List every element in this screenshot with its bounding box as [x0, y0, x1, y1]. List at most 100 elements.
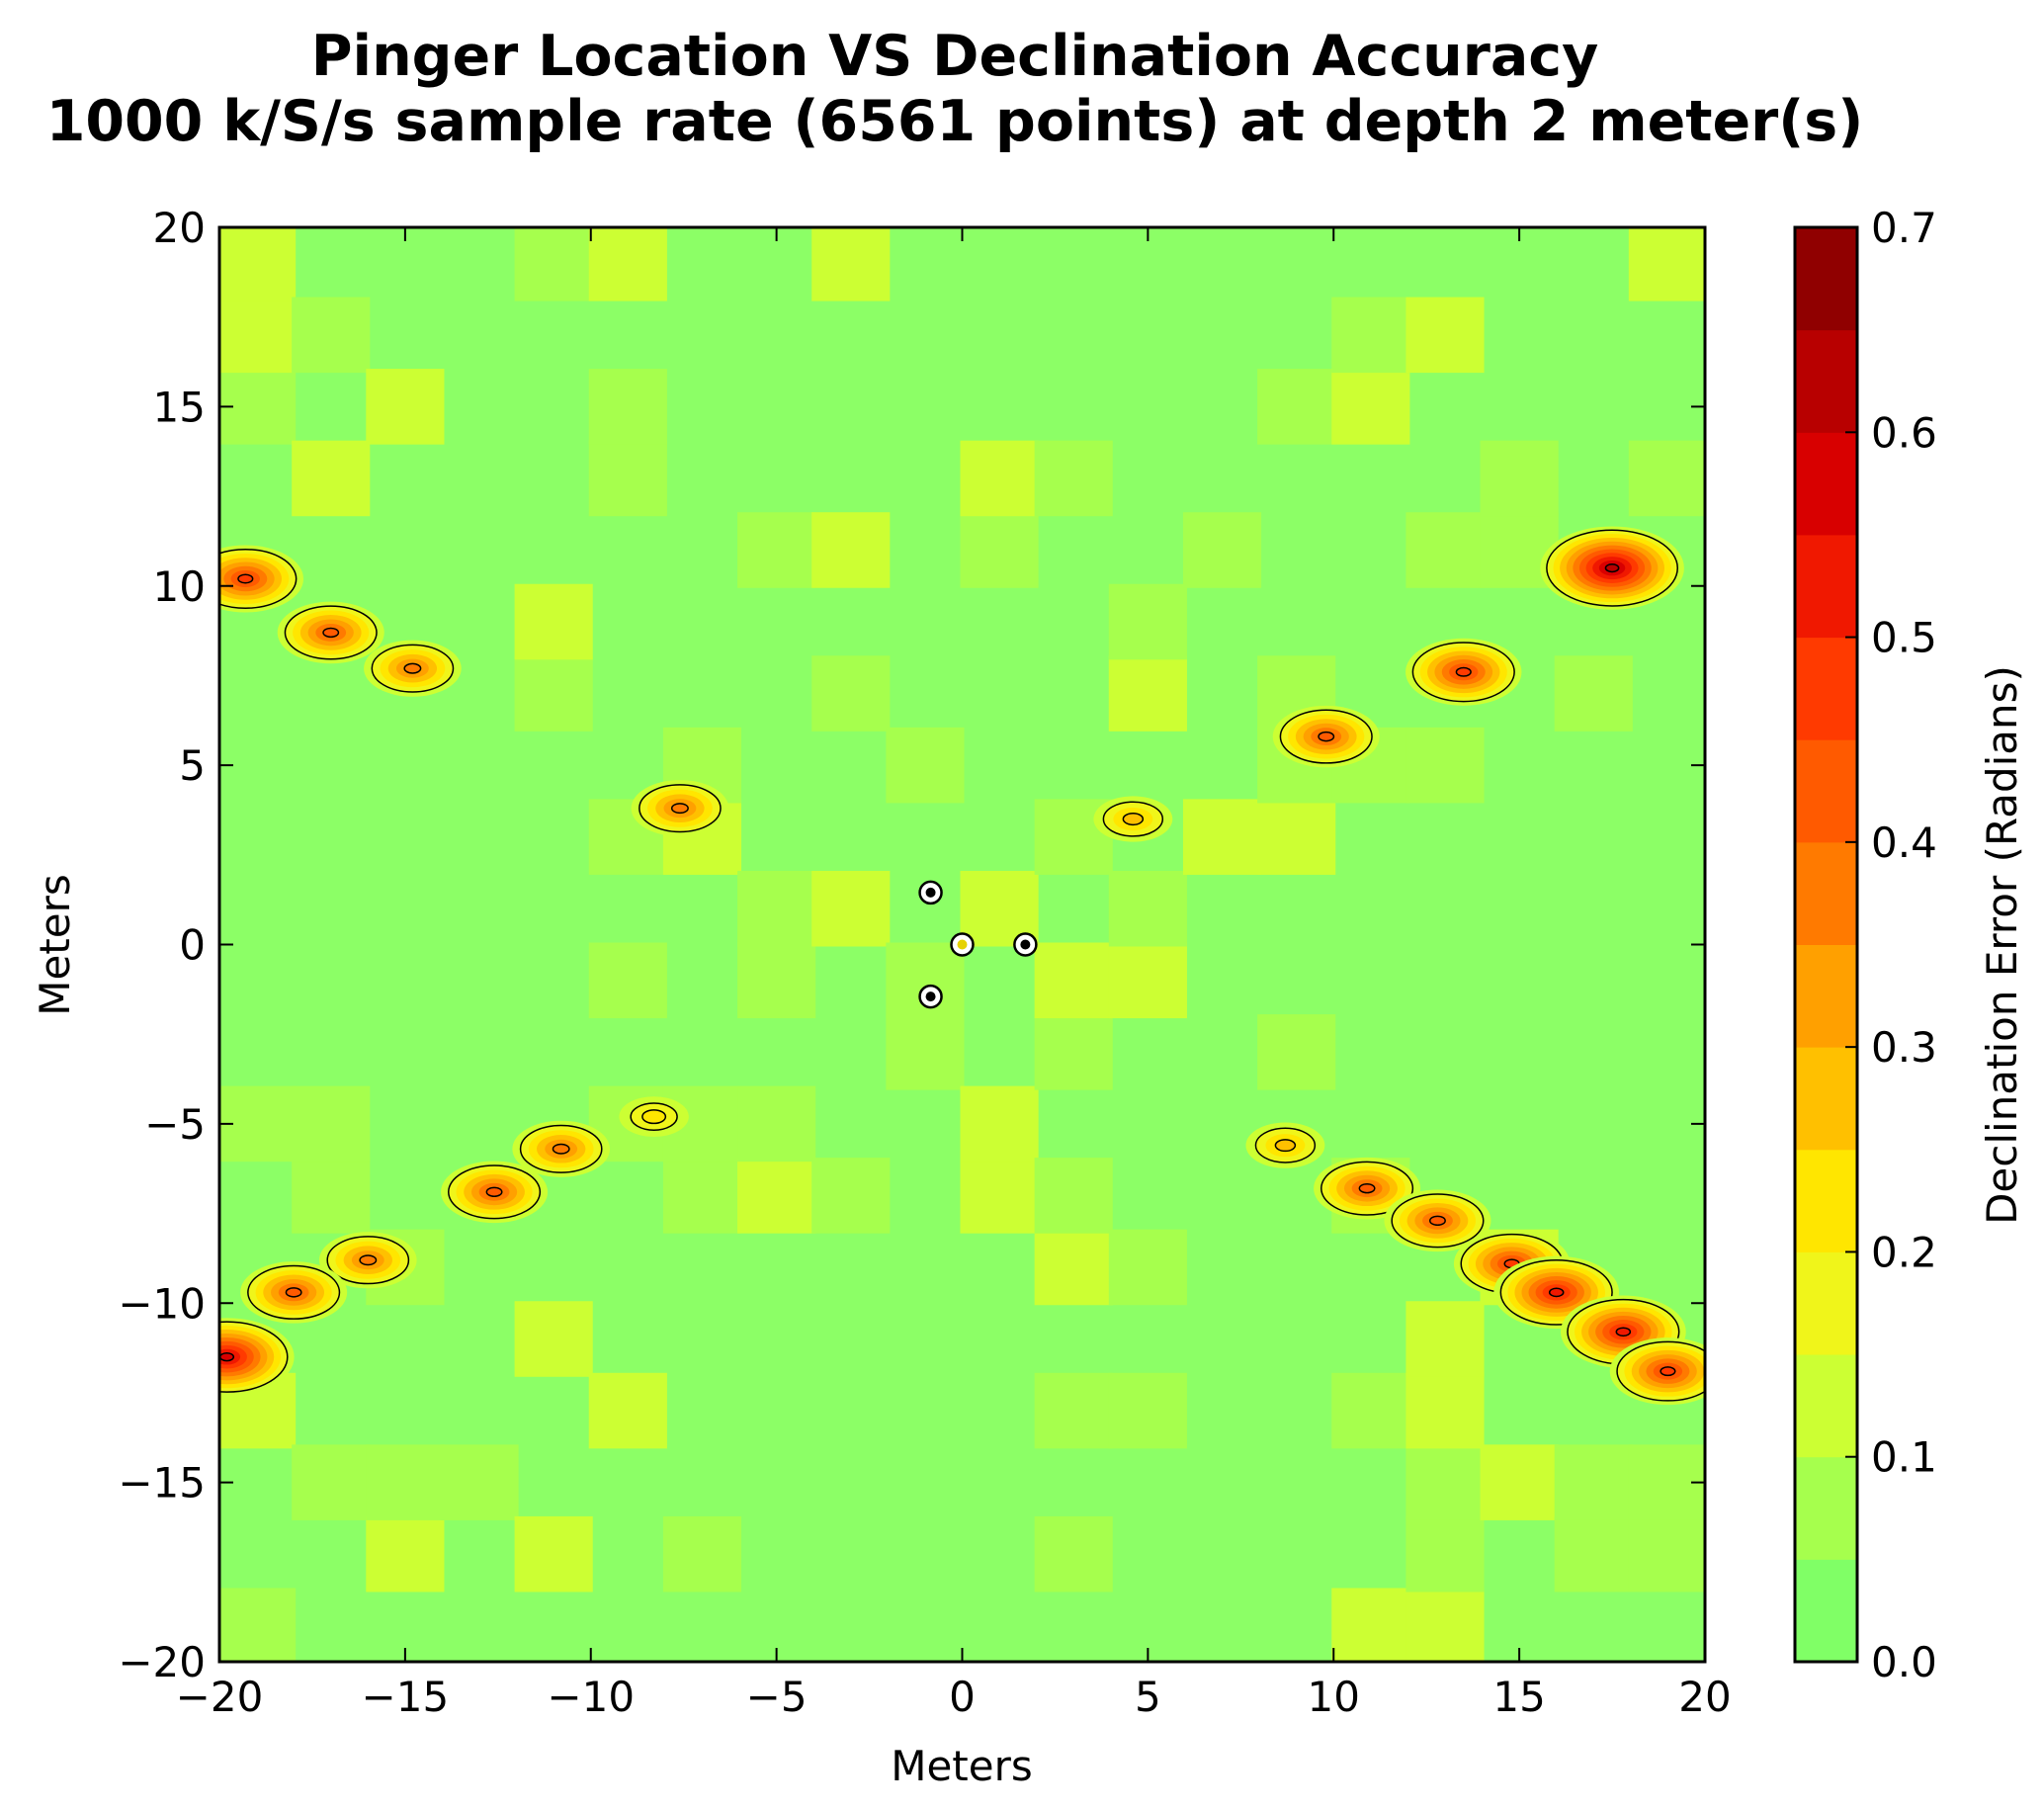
contour-cell: [588, 227, 667, 302]
contour-cell: [1405, 512, 1485, 588]
contour-cell: [1628, 440, 1705, 517]
error-region: [1093, 796, 1173, 842]
contour-cell: [1628, 227, 1705, 302]
contour-cell: [886, 727, 965, 804]
contour-cell: [588, 1372, 667, 1449]
contour-cell: [440, 1444, 519, 1520]
contour-cell: [1034, 1372, 1113, 1449]
error-region: [318, 1232, 417, 1289]
x-tick-label: 10: [1308, 1673, 1360, 1721]
contour-cell: [960, 440, 1039, 517]
contour-cell: [1405, 727, 1485, 804]
contour-cell: [811, 870, 891, 947]
error-region: [619, 1096, 689, 1138]
contour-cell: [366, 1444, 445, 1520]
contour-cell: [811, 227, 891, 302]
contour-cell: [219, 297, 297, 374]
colorbar-segment: [1795, 739, 1857, 843]
colorbar-tick-label: 0.5: [1871, 614, 1937, 662]
contour-cell: [219, 1588, 297, 1662]
contour-cell: [1034, 1158, 1113, 1234]
chart-subtitle: 1000 k/S/s sample rate (6561 points) at …: [46, 89, 1864, 154]
contour-cell: [1108, 655, 1187, 732]
y-tick-label: 15: [153, 383, 206, 431]
contour-level: [285, 1287, 302, 1298]
contour-cell: [960, 512, 1039, 588]
contour-cell: [1108, 942, 1187, 1019]
colorbar-tick-label: 0.4: [1871, 819, 1937, 867]
contour-cell: [588, 369, 667, 445]
contour-cell: [292, 1444, 371, 1520]
colorbar-segment: [1795, 329, 1857, 433]
y-tick-label: 5: [179, 741, 206, 790]
hydrophone-markers: [918, 880, 1038, 1009]
contour-cell: [1034, 1515, 1113, 1593]
contour-cell: [1405, 297, 1485, 374]
x-tick-label: −15: [362, 1673, 450, 1721]
contour-cell: [1182, 512, 1262, 588]
contour-level: [322, 627, 340, 639]
error-region: [1245, 1122, 1325, 1168]
y-tick-label: −10: [118, 1279, 206, 1328]
x-tick-label: 20: [1678, 1673, 1731, 1721]
contour-level: [1455, 666, 1472, 677]
x-tick-label: −20: [176, 1673, 264, 1721]
colorbar-segment: [1795, 1354, 1857, 1458]
contour-cell: [1554, 1515, 1633, 1593]
contour-cell: [1108, 870, 1187, 947]
contour-cell: [514, 583, 593, 660]
error-region: [219, 545, 303, 613]
contour-level: [641, 1109, 667, 1125]
x-axis-label: Meters: [891, 1742, 1033, 1790]
colorbar-segment: [1795, 1251, 1857, 1355]
hydrophone-marker: [918, 984, 943, 1009]
plot-area: [219, 227, 1705, 1662]
hydrophone-dot: [925, 991, 936, 1002]
contour-cell: [1554, 655, 1633, 732]
contour-cell: [960, 1158, 1039, 1234]
contour-cell: [1108, 1372, 1187, 1449]
colorbar-segment: [1795, 1456, 1857, 1560]
contour-cell: [1331, 297, 1410, 374]
colorbar-segment: [1795, 944, 1857, 1048]
y-tick-label: 20: [153, 204, 206, 252]
contour-cell: [1405, 1515, 1485, 1593]
colorbar-tick-label: 0.3: [1871, 1023, 1937, 1072]
contour-cell: [737, 942, 816, 1019]
contour-cell: [514, 655, 593, 732]
y-axis-label: Meters: [31, 874, 79, 1016]
contour-level: [219, 1351, 235, 1362]
contour-level: [1548, 1287, 1565, 1298]
contour-cell: [1480, 440, 1559, 517]
y-tick-label: 10: [153, 562, 206, 611]
contour-cell: [1331, 1588, 1410, 1662]
error-region: [1384, 1189, 1491, 1252]
contour-cell: [811, 512, 891, 588]
contour-cell: [811, 655, 891, 732]
contour-level: [359, 1254, 378, 1266]
contour-cell: [1034, 440, 1113, 517]
contour-cell: [219, 227, 297, 302]
y-axis: 20 15 10 5 0 −5 −10 −15 −20: [118, 204, 1705, 1686]
contour-cell: [1405, 1588, 1485, 1662]
contour-cell: [811, 1158, 891, 1234]
contour-cell: [737, 870, 816, 947]
contour-cell: [1331, 1372, 1410, 1449]
contour-cell: [1034, 1014, 1113, 1090]
colorbar-label: Declination Error (Radians): [1978, 665, 2026, 1225]
y-tick-label: −5: [144, 1100, 206, 1149]
colorbar-tick-label: 0.7: [1871, 204, 1937, 252]
contour-cell: [960, 1085, 1039, 1163]
contour-level: [1274, 1139, 1297, 1153]
colorbar-axis: 0.7 0.6 0.5 0.4 0.3 0.2 0.1 0.0: [1845, 204, 1937, 1686]
contour-cell: [514, 1515, 593, 1593]
contour-cell: [737, 1158, 816, 1234]
contour-level: [1122, 813, 1145, 826]
contour-cell: [366, 1515, 445, 1593]
contour-cell: [1405, 1372, 1485, 1449]
x-tick-label: 5: [1135, 1673, 1161, 1721]
contour-level: [1358, 1182, 1376, 1194]
chart-title: Pinger Location VS Declination Accuracy: [311, 24, 1598, 89]
contour-level: [552, 1143, 570, 1155]
